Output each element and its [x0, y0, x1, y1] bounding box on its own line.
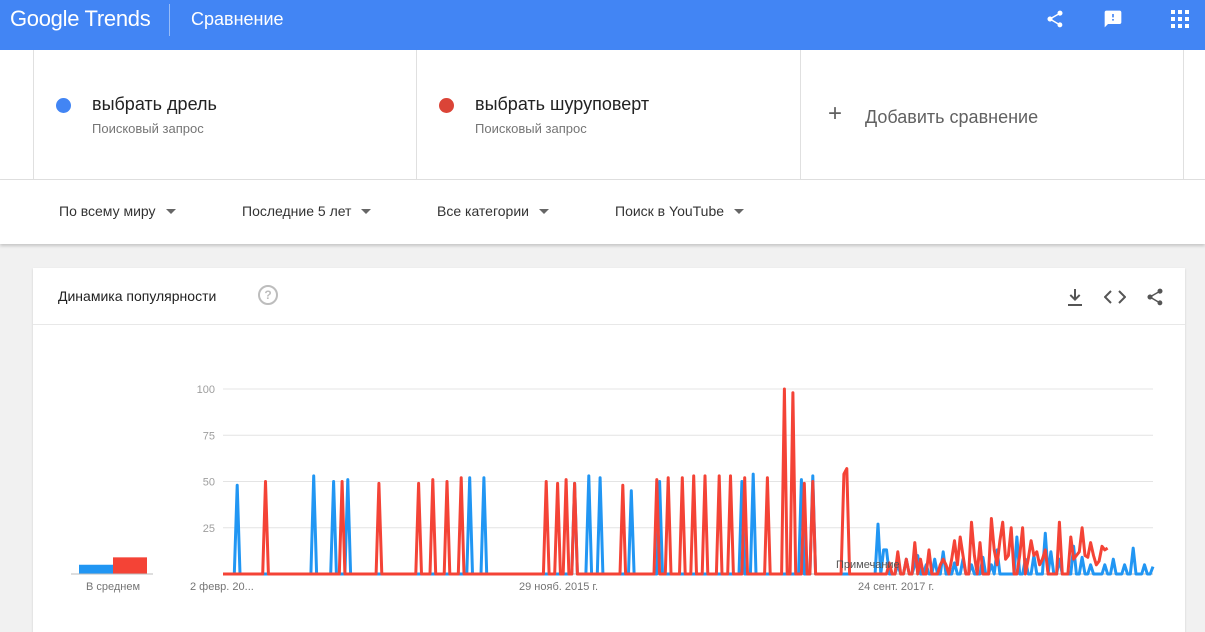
x-tick-label: 29 нояб. 2015 г. — [519, 581, 598, 593]
period-dropdown[interactable]: Последние 5 лет — [242, 203, 372, 219]
embed-icon[interactable] — [1104, 286, 1126, 308]
comparison-terms: выбрать дрель Поисковый запрос выбрать ш… — [0, 50, 1205, 180]
term-name: выбрать шуруповерт — [475, 94, 650, 114]
region-dropdown[interactable]: По всему миру — [59, 203, 176, 219]
add-comparison-label: Добавить сравнение — [865, 107, 1039, 127]
term-color-dot — [56, 98, 71, 113]
x-tick-label: 24 сент. 2017 г. — [858, 581, 934, 593]
term-type: Поисковый запрос — [92, 121, 204, 136]
series-line — [223, 387, 1109, 576]
add-comparison-button[interactable]: + Добавить сравнение — [800, 50, 1184, 180]
feedback-icon[interactable] — [1100, 6, 1126, 32]
region-label: По всему миру — [59, 203, 156, 219]
card-title: Динамика популярности — [58, 288, 217, 304]
term-name: выбрать дрель — [92, 94, 217, 114]
interest-chart: 100 75 50 25 2 февр. 20... 29 нояб. 2015 г. 24… — [71, 384, 1155, 593]
term-card-1[interactable]: выбрать дрель Поисковый запрос — [33, 50, 416, 180]
term-card-2[interactable]: выбрать шуруповерт Поисковый запрос — [416, 50, 800, 180]
search-type-dropdown[interactable]: Поиск в YouTube — [615, 203, 745, 219]
download-icon[interactable] — [1064, 286, 1086, 308]
filter-bar: По всему миру Последние 5 лет Все катего… — [0, 180, 1205, 244]
note-label: Примечание — [836, 559, 900, 571]
help-icon[interactable]: ? — [258, 285, 278, 305]
header-divider — [169, 4, 170, 36]
period-label: Последние 5 лет — [242, 203, 352, 219]
share-icon[interactable] — [1042, 6, 1068, 32]
y-tick-label: 50 — [203, 477, 215, 489]
app-header: Google Trends Сравнение — [0, 0, 1205, 50]
x-tick-label: 2 февр. 20... — [190, 581, 254, 593]
chevron-down-icon — [538, 208, 549, 214]
average-bar — [113, 557, 147, 574]
google-trends-logo[interactable]: Google Trends — [10, 6, 151, 31]
average-bar — [79, 564, 113, 574]
card-divider — [33, 324, 1185, 325]
y-tick-label: 75 — [203, 430, 215, 442]
share-icon[interactable] — [1144, 286, 1166, 308]
term-type: Поисковый запрос — [475, 121, 587, 136]
chevron-down-icon — [165, 208, 176, 214]
term-color-dot — [439, 98, 454, 113]
search-type-label: Поиск в YouTube — [615, 203, 725, 219]
y-tick-label: 25 — [203, 523, 215, 535]
y-tick-label: 100 — [197, 384, 215, 396]
chevron-down-icon — [361, 208, 372, 214]
page-title: Сравнение — [191, 9, 284, 29]
category-label: Все категории — [437, 203, 529, 219]
apps-grid-icon[interactable] — [1167, 6, 1193, 32]
chevron-down-icon — [734, 208, 745, 214]
interest-over-time-card: Динамика популярности ? 100 75 50 25 2 февр.… — [33, 268, 1185, 632]
plus-icon: + — [828, 100, 843, 127]
category-dropdown[interactable]: Все категории — [437, 203, 549, 219]
average-label: В среднем — [86, 581, 140, 593]
